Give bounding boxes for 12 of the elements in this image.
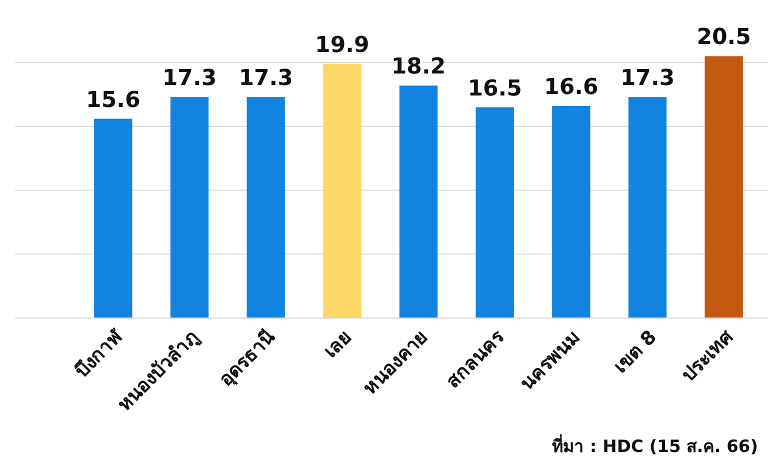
data-label: 17.3 (238, 66, 293, 92)
x-tick-label: เลย (320, 326, 356, 362)
data-label: 16.5 (468, 76, 522, 102)
data-label: 16.6 (544, 74, 598, 100)
data-label: 17.3 (620, 66, 675, 92)
data-label: 19.9 (315, 32, 370, 58)
data-label: 17.3 (162, 66, 217, 92)
x-tick-label: เขต 8 (610, 326, 662, 378)
text: ที่มา : HDC (15 ส.ค. 66) (552, 434, 758, 457)
data-label: 20.5 (696, 25, 751, 50)
data-label: 15.6 (86, 88, 140, 113)
data-label: 18.2 (391, 54, 446, 80)
